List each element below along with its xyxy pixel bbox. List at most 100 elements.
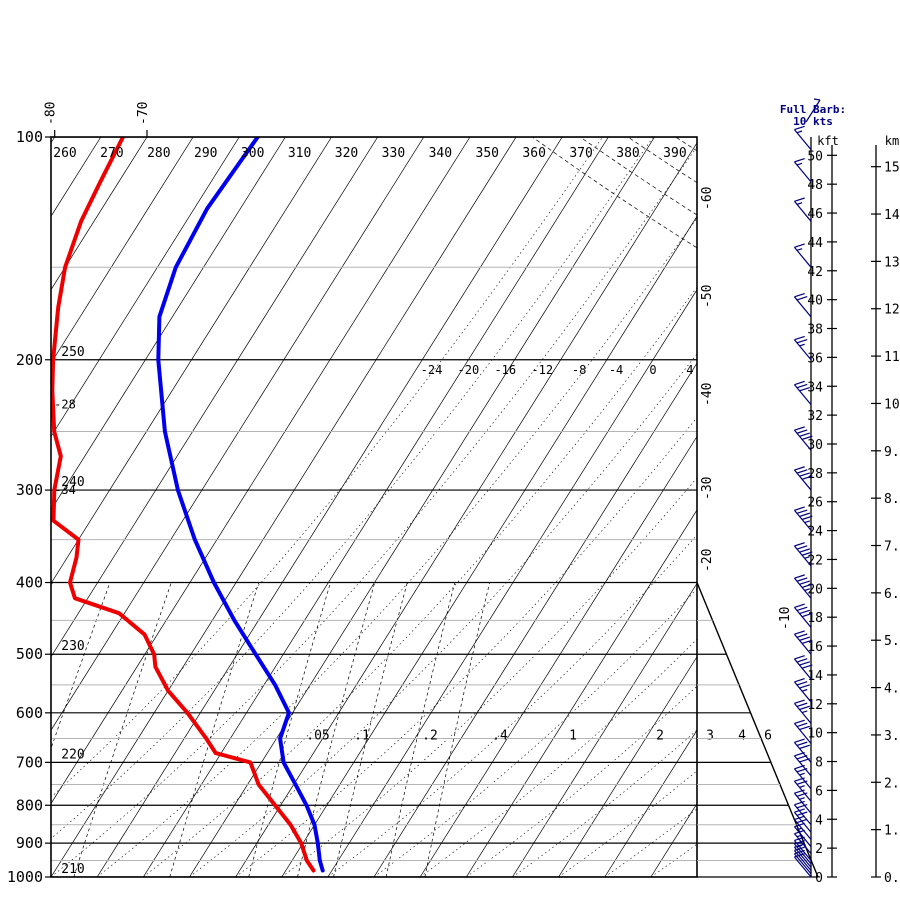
pressure-tick-label: 1000 — [7, 868, 43, 886]
mixing-ratio-label: .05 — [306, 729, 329, 744]
right-temp-label: -30 — [700, 477, 715, 500]
mixing-ratio-label: 2 — [656, 729, 664, 744]
kft-tick-label: 38 — [807, 323, 823, 338]
km-tick-label: 5. — [884, 634, 900, 649]
pressure-tick-label: 900 — [16, 834, 43, 852]
kft-tick-label: 8 — [815, 756, 823, 771]
pressure-tick-label: 400 — [16, 574, 43, 592]
dewpoint-trace — [51, 137, 316, 873]
km-axis-label: km — [885, 134, 899, 148]
km-tick-label: 6. — [884, 587, 900, 602]
pressure-tick-label: 600 — [16, 704, 43, 722]
theta-label-left: 250 — [61, 345, 84, 360]
top-temp-label: -70 — [136, 102, 151, 125]
isotherm-label: -4 — [609, 363, 623, 377]
theta-label-left: 230 — [61, 639, 84, 654]
isotherm-label: 4 — [686, 363, 693, 377]
kft-tick-label: 14 — [807, 669, 823, 684]
kft-tick-label: 40 — [807, 294, 823, 309]
mixing-ratio-label: .4 — [492, 729, 508, 744]
kft-tick-label: 6 — [815, 784, 823, 799]
plot-frame — [50, 136, 698, 878]
pressure-tick-label: 200 — [16, 351, 43, 369]
mixing-ratio-label: .2 — [422, 729, 438, 744]
kft-tick-label: 50 — [807, 149, 823, 164]
theta-label-top: 380 — [616, 146, 639, 161]
mixing-ratio-label: 1 — [569, 729, 577, 744]
isotherm-label: -16 — [494, 363, 516, 377]
isotherm-label: -12 — [531, 363, 553, 377]
isotherm-label: -24 — [421, 363, 443, 377]
theta-label-top: 310 — [288, 146, 311, 161]
isotherm-label: -20 — [458, 363, 480, 377]
kft-tick-label: 44 — [807, 236, 823, 251]
theta-label-top: 360 — [522, 146, 545, 161]
kft-tick-label: 2 — [815, 842, 823, 857]
kft-tick-label: 42 — [807, 265, 823, 280]
mixing-ratio-label: 3 — [706, 729, 714, 744]
theta-label-top: 370 — [569, 146, 592, 161]
kft-tick-label: 10 — [807, 727, 823, 742]
kft-tick-label: 24 — [807, 525, 823, 540]
right-temp-label: -50 — [700, 285, 715, 308]
km-tick-label: 1. — [884, 824, 900, 839]
kft-tick-label: 22 — [807, 553, 823, 568]
theta-label-left: 240 — [61, 475, 84, 490]
right-temp-label: -10 — [778, 607, 793, 630]
wind-barbs — [793, 125, 813, 878]
theta-label-top: 330 — [382, 146, 405, 161]
theta-label-top: 320 — [335, 146, 358, 161]
theta-label-top: 260 — [53, 146, 76, 161]
theta-label-top: 340 — [429, 146, 452, 161]
kft-tick-label: 30 — [807, 438, 823, 453]
top-temp-label: -80 — [44, 102, 59, 125]
barb-legend-icon — [805, 99, 821, 123]
km-tick-label: 11. — [884, 350, 900, 365]
barb-legend-line2: 10 kts — [793, 115, 833, 128]
mixing-ratio-label: 4 — [738, 729, 746, 744]
right-temp-label: -40 — [700, 383, 715, 406]
km-tick-label: 3. — [884, 729, 900, 744]
theta-label-left: 220 — [61, 747, 84, 762]
pressure-tick-label: 300 — [16, 481, 43, 499]
isotherm-label: -8 — [572, 363, 586, 377]
mixing-ratio-label: .1 — [354, 729, 370, 744]
kft-tick-label: 18 — [807, 611, 823, 626]
km-tick-label: 15. — [884, 161, 900, 176]
km-tick-label: 10. — [884, 397, 900, 412]
km-tick-label: 7. — [884, 540, 900, 555]
kft-axis-label: kft — [817, 134, 839, 148]
right-temp-label: -20 — [700, 549, 715, 572]
isotherm-label-left: -34 — [54, 483, 76, 497]
kft-tick-label: 0 — [815, 871, 823, 886]
kft-tick-label: 4 — [815, 813, 823, 828]
skew-right-edge — [696, 582, 819, 878]
theta-label-top: 300 — [241, 146, 264, 161]
km-tick-label: 9. — [884, 445, 900, 460]
kft-tick-label: 32 — [807, 409, 823, 424]
right-temp-label: -60 — [700, 187, 715, 210]
pressure-tick-label: 700 — [16, 753, 43, 771]
isotherm-label-left: -28 — [54, 398, 76, 412]
km-tick-label: 4. — [884, 682, 900, 697]
theta-label-top: 350 — [476, 146, 499, 161]
km-tick-label: 0. — [884, 871, 900, 886]
kft-tick-label: 28 — [807, 467, 823, 482]
theta-label-top: 390 — [663, 146, 686, 161]
km-tick-label: 8. — [884, 492, 900, 507]
theta-label-top: 290 — [194, 146, 217, 161]
mixing-ratio-label: 6 — [764, 729, 772, 744]
theta-label-left: 210 — [61, 862, 84, 877]
km-tick-label: 12. — [884, 303, 900, 318]
kft-tick-label: 26 — [807, 496, 823, 511]
barb-legend-line1: Full Barb: — [780, 103, 846, 116]
pressure-tick-label: 500 — [16, 645, 43, 663]
km-tick-label: 2. — [884, 776, 900, 791]
pressure-tick-label: 800 — [16, 796, 43, 814]
isotherm-label: 0 — [649, 363, 656, 377]
km-tick-label: 14. — [884, 208, 900, 223]
km-tick-label: 13. — [884, 255, 900, 270]
